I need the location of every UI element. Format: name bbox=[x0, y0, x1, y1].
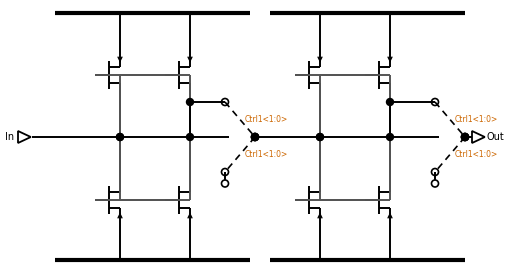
Circle shape bbox=[461, 133, 469, 141]
Circle shape bbox=[387, 99, 393, 105]
Text: Ctrl1<1:0>: Ctrl1<1:0> bbox=[455, 115, 498, 124]
Circle shape bbox=[317, 133, 323, 141]
Circle shape bbox=[387, 133, 393, 141]
Circle shape bbox=[186, 133, 194, 141]
Text: In: In bbox=[5, 132, 14, 142]
Text: Ctrl1<1:0>: Ctrl1<1:0> bbox=[455, 150, 498, 159]
Text: Ctrl1<1:0>: Ctrl1<1:0> bbox=[245, 150, 288, 159]
Circle shape bbox=[116, 133, 124, 141]
Text: Out: Out bbox=[487, 132, 504, 142]
Circle shape bbox=[317, 133, 323, 141]
Circle shape bbox=[252, 133, 258, 141]
Circle shape bbox=[186, 99, 194, 105]
Text: Ctrl1<1:0>: Ctrl1<1:0> bbox=[245, 115, 288, 124]
Circle shape bbox=[116, 133, 124, 141]
